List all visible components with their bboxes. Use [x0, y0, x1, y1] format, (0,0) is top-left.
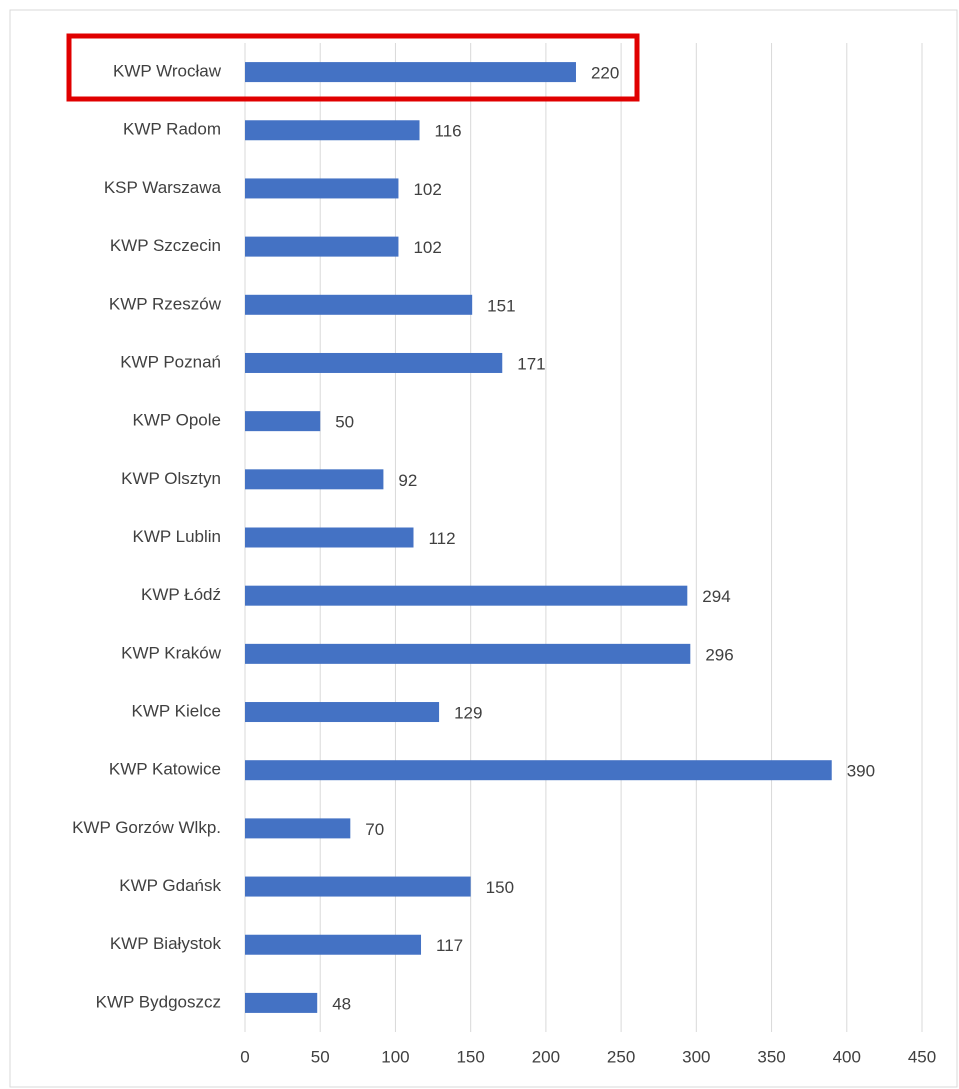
data-label: 117 — [436, 936, 463, 955]
data-label: 48 — [332, 994, 351, 1013]
x-tick-label: 0 — [240, 1047, 249, 1066]
data-label: 171 — [517, 354, 545, 373]
y-tick-label: KWP Olsztyn — [121, 469, 221, 488]
data-label: 129 — [454, 704, 482, 723]
x-tick-label: 50 — [311, 1047, 330, 1066]
bar — [245, 294, 473, 315]
y-tick-label: KWP Wrocław — [113, 62, 222, 81]
y-tick-label: KWP Białystok — [110, 934, 222, 953]
y-tick-label: KWP Kraków — [121, 643, 222, 662]
x-tick-label: 100 — [381, 1047, 409, 1066]
bar — [245, 120, 420, 141]
y-tick-label: KWP Kielce — [132, 702, 221, 721]
bar — [245, 934, 422, 955]
data-label: 102 — [413, 238, 441, 257]
data-label: 116 — [435, 122, 462, 141]
x-tick-label: 350 — [757, 1047, 785, 1066]
data-label: 220 — [591, 64, 619, 83]
bar — [245, 992, 318, 1013]
plot: 0 50 100 150 200 250 300 350 400 450 KWP Wrocław 22… — [72, 43, 936, 1066]
x-tick-label: 200 — [532, 1047, 560, 1066]
x-tick-label: 400 — [833, 1047, 861, 1066]
data-label: 70 — [365, 820, 384, 839]
bar — [245, 760, 832, 781]
data-label: 50 — [335, 413, 354, 432]
x-tick-label: 150 — [456, 1047, 484, 1066]
data-label: 102 — [413, 180, 441, 199]
y-tick-label: KWP Katowice — [109, 760, 221, 779]
data-label: 112 — [428, 529, 455, 548]
data-label: 92 — [398, 471, 417, 490]
y-tick-label: KWP Gdańsk — [119, 876, 221, 895]
bar — [245, 702, 440, 723]
bar — [245, 178, 399, 199]
y-tick-label: KWP Łódź — [141, 585, 221, 604]
data-label: 151 — [487, 296, 515, 315]
y-tick-label: KWP Lublin — [132, 527, 221, 546]
y-tick-label: KWP Radom — [123, 120, 221, 139]
bar — [245, 469, 384, 490]
bar — [245, 585, 688, 606]
bar — [245, 527, 414, 548]
bar — [245, 818, 351, 839]
bar — [245, 643, 691, 664]
y-tick-label: KWP Gorzów Wlkp. — [72, 818, 221, 837]
data-label: 390 — [847, 762, 875, 781]
chart-frame — [9, 9, 958, 1088]
y-tick-label: KWP Bydgoszcz — [96, 992, 221, 1011]
highlight-box — [66, 33, 640, 102]
x-tick-label: 450 — [908, 1047, 936, 1066]
y-tick-label: KWP Szczecin — [110, 236, 221, 255]
bar — [245, 352, 503, 373]
y-tick-label: KWP Opole — [132, 411, 221, 430]
bar — [245, 62, 576, 83]
y-tick-label: KWP Rzeszów — [109, 294, 222, 313]
x-tick-label: 300 — [682, 1047, 710, 1066]
y-tick-label: KSP Warszawa — [104, 178, 222, 197]
bar — [245, 236, 399, 257]
data-label: 150 — [486, 878, 514, 897]
bar — [245, 411, 321, 432]
data-label: 296 — [705, 645, 733, 664]
x-tick-label: 250 — [607, 1047, 635, 1066]
bar — [245, 876, 471, 897]
data-label: 294 — [702, 587, 730, 606]
y-tick-label: KWP Poznań — [120, 352, 221, 371]
